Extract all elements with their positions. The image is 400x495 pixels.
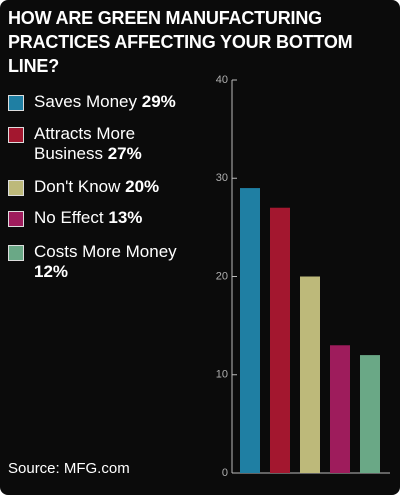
- y-tick-label: 0: [222, 467, 228, 479]
- legend-item: Costs More Money 12%: [8, 242, 223, 282]
- legend-text: No Effect 13%: [34, 208, 204, 228]
- value-label: 29%: [141, 92, 176, 111]
- legend-label: Don't Know: [34, 177, 121, 196]
- value-label: 13%: [108, 208, 143, 227]
- legend-label: Attracts More Business: [34, 124, 136, 163]
- legend-swatch: [8, 127, 24, 143]
- bar: [360, 355, 380, 473]
- legend-item: Don't Know 20%: [8, 177, 223, 197]
- legend-swatch: [8, 180, 24, 196]
- y-tick-label: 30: [216, 172, 228, 184]
- legend-swatch: [8, 245, 24, 261]
- bar: [270, 207, 290, 473]
- value-label: 20%: [125, 177, 160, 196]
- legend-swatch: [8, 95, 24, 111]
- legend-text: Saves Money 29%: [34, 92, 204, 112]
- legend-item: No Effect 13%: [8, 208, 223, 228]
- bar: [240, 188, 260, 473]
- value-label: 12%: [34, 262, 69, 281]
- y-tick-label: 40: [216, 74, 228, 86]
- bar: [300, 276, 320, 473]
- y-tick-label: 20: [216, 270, 228, 282]
- legend-text: Don't Know 20%: [34, 177, 204, 197]
- legend-label: No Effect: [34, 208, 104, 227]
- legend-swatch: [8, 211, 24, 227]
- legend-text: Costs More Money 12%: [34, 242, 204, 282]
- chart-title: HOW ARE GREEN MANUFACTURING PRACTICES AF…: [8, 8, 353, 76]
- legend-label: Costs More Money: [34, 242, 177, 261]
- legend-label: Saves Money: [34, 92, 137, 111]
- y-tick-label: 10: [216, 369, 228, 381]
- legend-item: Attracts More Business 27%: [8, 124, 223, 164]
- source-note: Source: MFG.com: [8, 460, 130, 477]
- legend-text: Attracts More Business 27%: [34, 124, 204, 164]
- value-label: 27%: [107, 144, 142, 163]
- legend-item: Saves Money 29%: [8, 92, 223, 112]
- bar: [330, 345, 350, 473]
